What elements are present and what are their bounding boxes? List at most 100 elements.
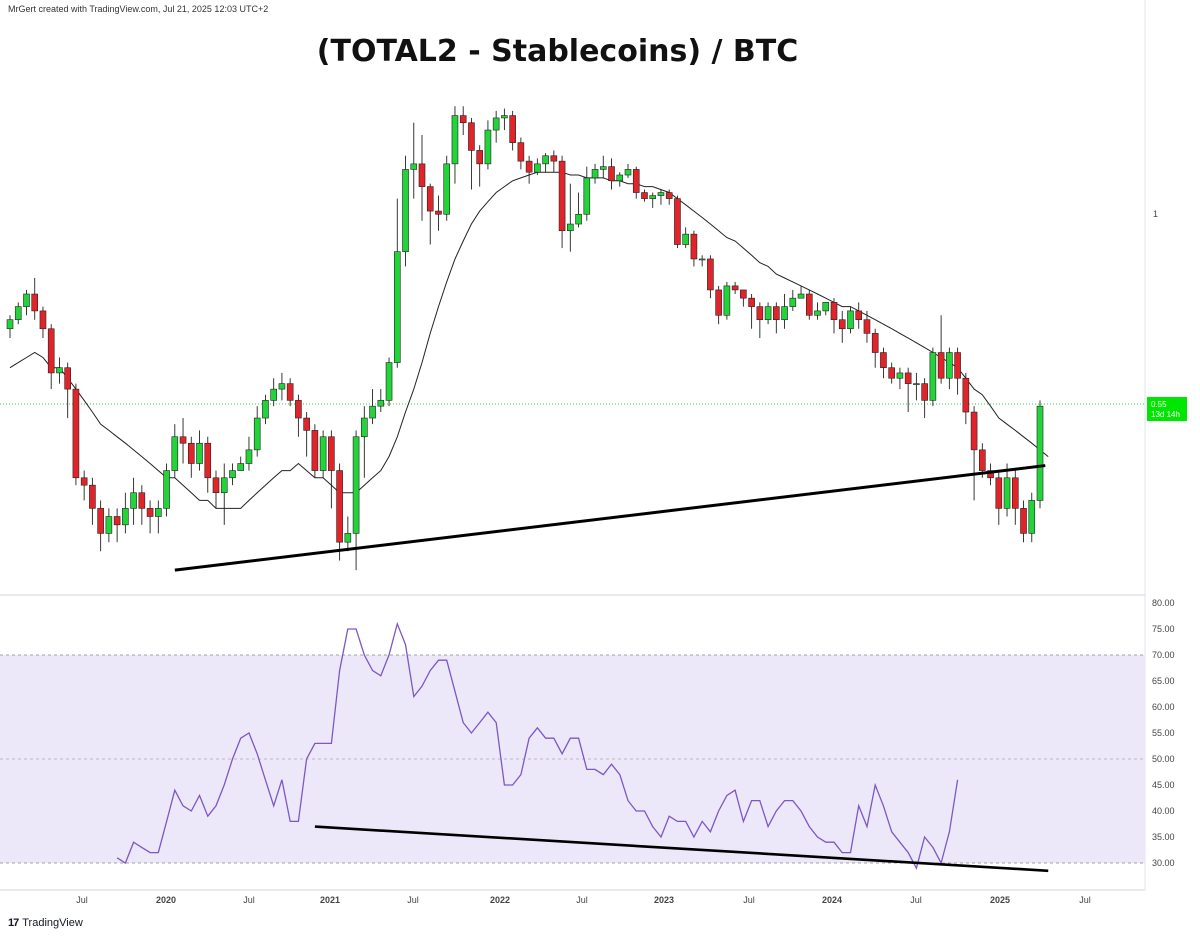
candle-body [979,449,986,471]
candle-body [484,129,492,165]
candle-body [591,169,599,179]
candle [179,418,187,464]
candle [855,302,863,329]
candle-body [575,213,582,225]
candle [797,285,805,299]
candle [863,310,871,343]
candle-body [163,470,170,509]
candle [748,294,755,329]
candle [550,150,558,173]
candle [171,424,179,478]
candle [805,289,813,320]
x-axis-tick-label: Jul [76,895,88,905]
candle-body [229,470,236,479]
candle-body [468,122,475,151]
candle [954,347,961,395]
candle-body [896,372,904,379]
candle [575,192,582,228]
candle [731,281,739,295]
candle [970,406,978,501]
candle-body [756,306,764,321]
attribution-text: MrGert created with TradingView.com, Jul… [8,4,269,14]
candle-body [89,484,96,509]
rsi-axis-tick-label: 30.00 [1152,858,1175,868]
candle-body [773,306,780,321]
time-axis: Jul 2020 Jul 2021 Jul 2022 Jul 2023 Jul 2024 Jul 20… [76,895,1091,905]
candle [904,367,912,413]
rsi-line [116,621,959,870]
candle-body [789,297,797,307]
candle [64,362,71,419]
candle-body [814,310,821,316]
candle [303,412,310,457]
candle [896,367,904,390]
candle-body [130,492,137,509]
candle [756,302,764,339]
price-label-countdown: 13d 14h [1151,410,1180,419]
candle-body [583,177,591,215]
candle-body [962,377,970,413]
candle-body [451,115,459,165]
candle-body [748,297,755,307]
candle-body [286,383,294,401]
candle [847,306,854,334]
candle [814,302,821,320]
candle-body [245,449,253,464]
x-axis-tick-label: 2021 [320,895,340,905]
candle-body [1036,405,1044,501]
candle-body [509,115,516,143]
candle-body [970,411,978,451]
candle [838,310,846,343]
candle [649,192,657,208]
candle [196,430,203,471]
candle-body [698,258,706,261]
candle [451,106,459,184]
x-axis-tick-label: 2022 [490,895,510,905]
candle [311,424,319,478]
candle [665,189,673,205]
candle [484,120,492,170]
candle [657,189,665,205]
candle-body [558,160,566,232]
rsi-divergence-trendline [314,825,1049,873]
candle-body [781,306,788,321]
candle [262,394,269,425]
candle-body [369,405,376,419]
candle [690,230,698,267]
candle-body [122,508,129,526]
candle [871,328,879,368]
candle-body [105,516,113,534]
candle-body [385,362,393,401]
candle [393,198,401,368]
candle-body [822,302,830,312]
tradingview-logo[interactable]: 17 TradingView [8,917,83,929]
candle-body [567,223,574,232]
candle-body [542,155,549,165]
candle-body [377,400,385,407]
candle-body [624,169,632,176]
candle-body [682,233,689,245]
candle-body [723,285,731,316]
candle [113,508,121,543]
candle-body [641,192,648,199]
candle [608,158,615,190]
candle-body [155,508,162,517]
candle-body [187,442,195,464]
tradingview-logo-icon: 17 [8,917,19,929]
candle [328,430,335,509]
x-axis-tick-label: Jul [407,895,419,905]
candle [426,183,434,245]
candle-body [23,293,30,307]
candle [822,302,830,316]
candle-body [517,142,525,162]
candle [270,378,277,407]
rsi-axis-tick-label: 40.00 [1152,806,1175,816]
candle [558,155,566,249]
candle [921,378,928,419]
candle-body [797,293,805,299]
candle-body [459,115,467,124]
candle [336,463,343,561]
candle [163,463,170,517]
candle-body [665,192,673,199]
